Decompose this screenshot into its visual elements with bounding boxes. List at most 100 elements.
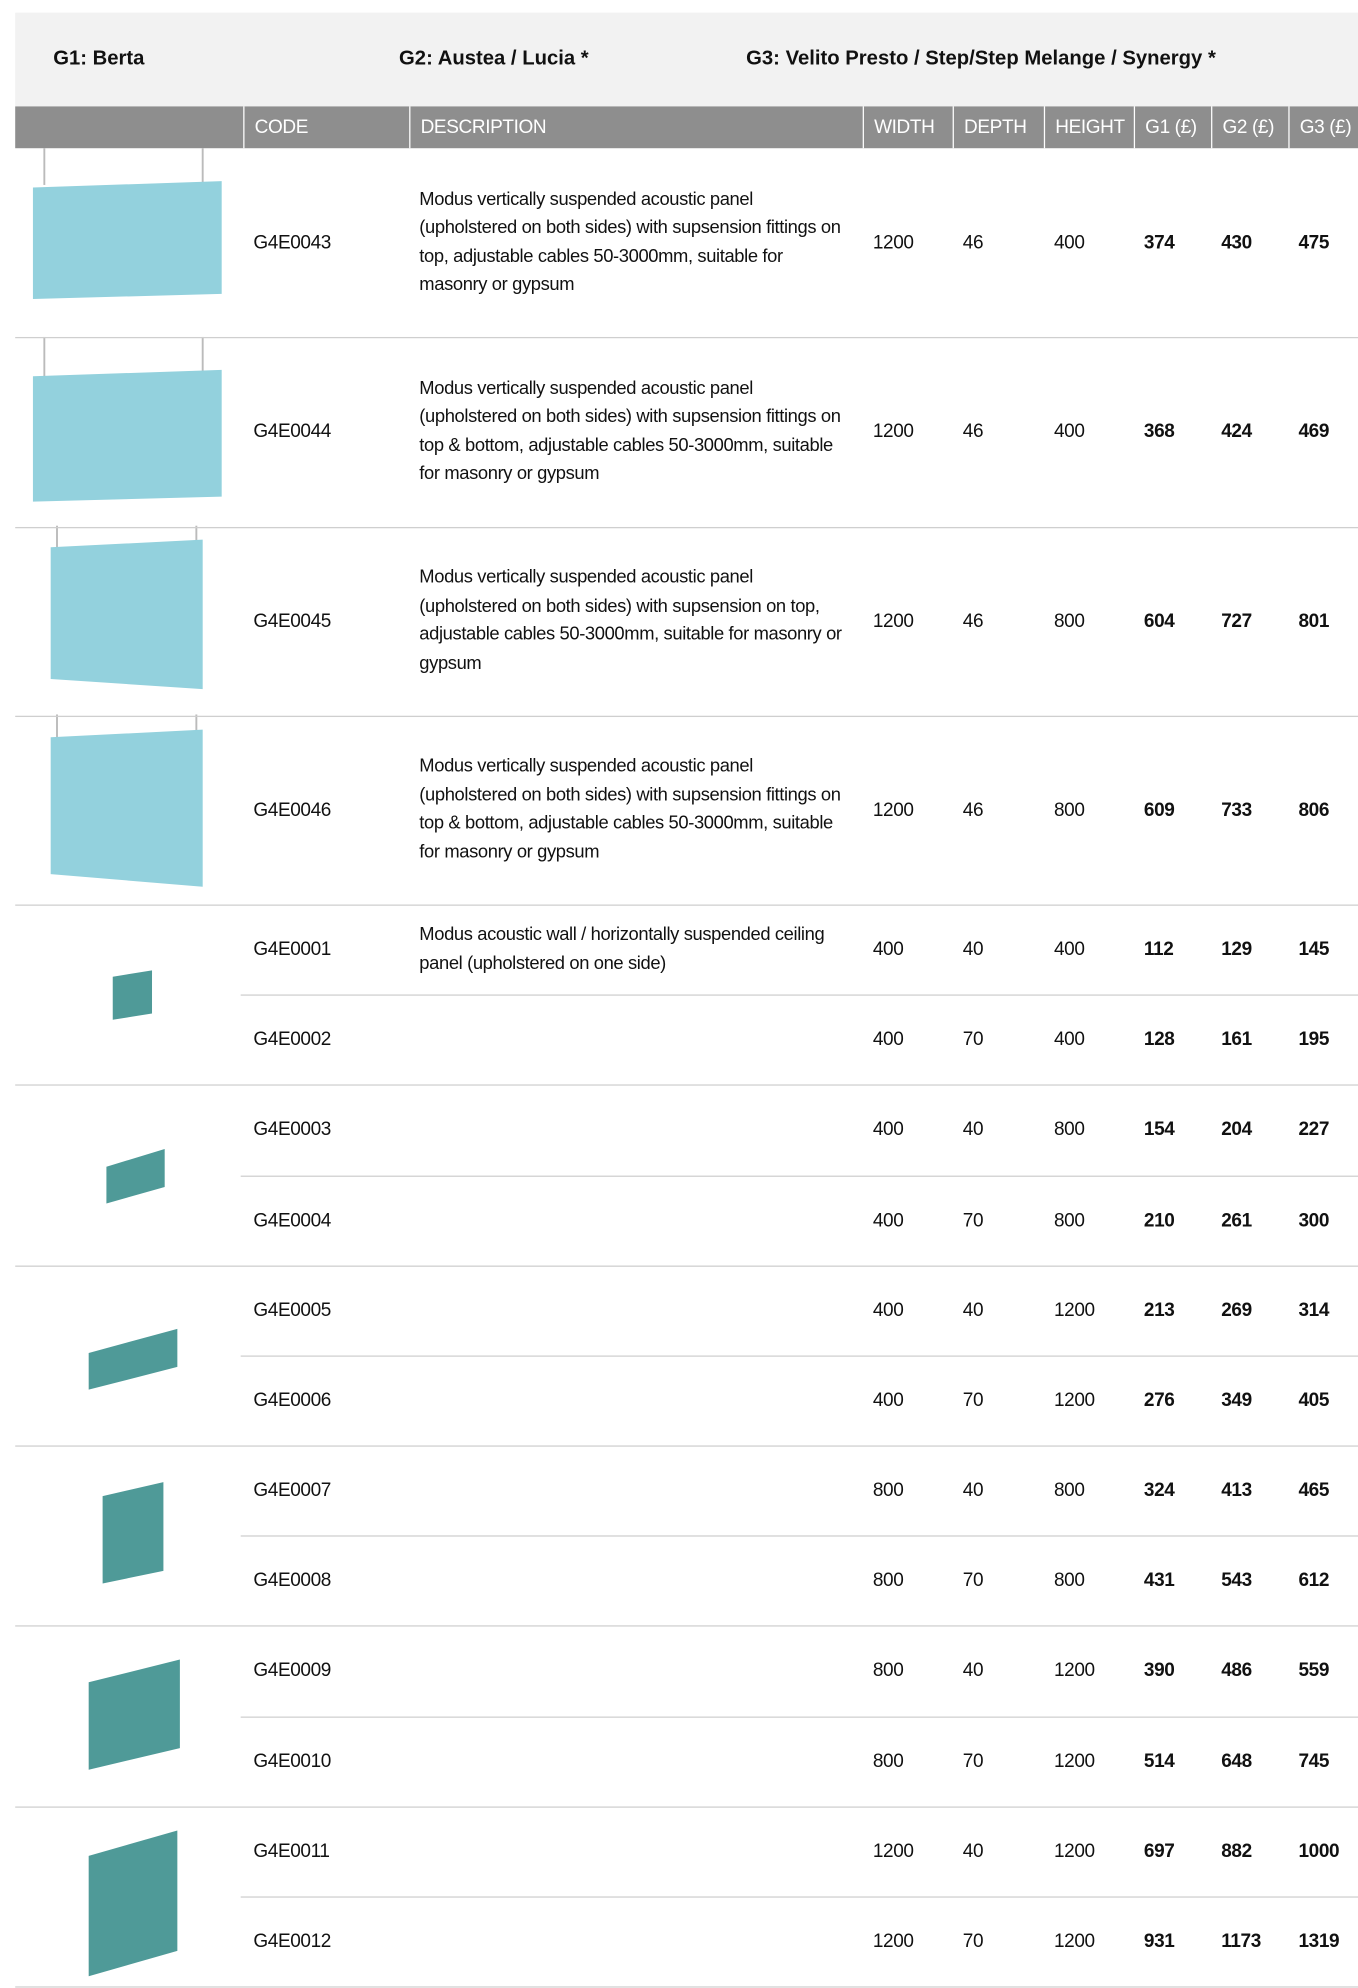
description: Modus vertically suspended acoustic pane…	[419, 189, 841, 296]
row-separator	[15, 904, 1358, 906]
row-separator	[15, 526, 1358, 528]
cell-depth: 70	[962, 1569, 984, 1592]
row-separator	[15, 337, 1358, 339]
cell-g1: 609	[1143, 799, 1175, 821]
row-separator	[240, 994, 1358, 996]
cell-width: 400	[872, 938, 904, 961]
cell-g3: 469	[1298, 421, 1330, 443]
cell-height: 400	[1053, 231, 1085, 254]
cell-g2: 733	[1221, 799, 1252, 821]
row-separator	[15, 1986, 1358, 1988]
cell-height: 1200	[1053, 1299, 1095, 1321]
cell-g1: 128	[1143, 1028, 1175, 1051]
cell-g2: 161	[1221, 1028, 1252, 1051]
group-label: G1: Berta	[53, 48, 145, 70]
cell-width: 1200	[872, 1930, 914, 1953]
cell-width: 800	[872, 1569, 904, 1592]
cell-depth: 46	[962, 231, 984, 254]
cell-width: 400	[872, 1299, 904, 1321]
cell-code: G4E0046	[253, 799, 332, 821]
cell-height: 800	[1053, 610, 1085, 632]
cell-g3: 227	[1298, 1119, 1330, 1141]
cell-g3: 145	[1298, 938, 1330, 961]
cell-depth: 40	[962, 1840, 984, 1862]
cell-g1: 697	[1143, 1840, 1175, 1862]
column-header: G2 (£)	[1211, 106, 1288, 149]
cell-g1: 154	[1143, 1119, 1175, 1141]
row-separator	[15, 1084, 1358, 1087]
cell-depth: 70	[962, 1209, 984, 1231]
cell-height: 1200	[1053, 1389, 1095, 1412]
cell-g2: 261	[1221, 1209, 1252, 1231]
row-separator	[240, 1355, 1358, 1357]
cell-g2: 727	[1221, 610, 1252, 632]
column-header: CODE	[243, 106, 408, 149]
cell-code: G4E0005	[253, 1299, 332, 1321]
cell-code: G4E0007	[253, 1479, 332, 1502]
cell-g1: 324	[1143, 1479, 1175, 1502]
row-separator	[15, 1806, 1358, 1808]
cell-height: 800	[1053, 1479, 1085, 1502]
cell-code: G4E0006	[253, 1389, 332, 1412]
cell-code: G4E0010	[253, 1750, 332, 1772]
cell-width: 400	[872, 1209, 904, 1231]
cell-height: 1200	[1053, 1840, 1095, 1862]
cell-g3: 314	[1298, 1299, 1330, 1321]
cell-g1: 112	[1143, 938, 1174, 961]
column-header: HEIGHT	[1043, 106, 1134, 149]
cell-width: 400	[872, 1119, 904, 1141]
cell-g3: 806	[1298, 799, 1330, 821]
cell-height: 400	[1053, 1028, 1085, 1051]
cell-depth: 40	[962, 1479, 984, 1502]
cell-height: 1200	[1053, 1750, 1095, 1772]
cell-g2: 424	[1221, 421, 1252, 443]
cell-height: 1200	[1053, 1930, 1095, 1953]
cell-width: 1200	[872, 1840, 914, 1862]
cell-code: G4E0012	[253, 1930, 332, 1953]
cell-g3: 1319	[1298, 1930, 1340, 1953]
description: Modus vertically suspended acoustic pane…	[419, 756, 841, 863]
cell-g3: 801	[1298, 610, 1330, 632]
cell-depth: 46	[962, 421, 984, 443]
cell-code: G4E0011	[253, 1840, 330, 1862]
cell-depth: 70	[962, 1028, 984, 1051]
cell-g3: 465	[1298, 1479, 1330, 1502]
cell-g2: 882	[1221, 1840, 1252, 1862]
cell-width: 400	[872, 1389, 904, 1412]
group-label: G3: Velito Presto / Step/Step Melange / …	[746, 48, 1216, 70]
cell-code: G4E0002	[253, 1028, 332, 1051]
row-separator	[240, 1715, 1358, 1718]
cell-g1: 604	[1143, 610, 1175, 632]
cell-width: 800	[872, 1660, 904, 1682]
cell-code: G4E0004	[253, 1209, 332, 1231]
row-separator	[240, 1535, 1358, 1537]
cell-code: G4E0043	[253, 231, 332, 254]
cell-width: 400	[872, 1028, 904, 1051]
column-header: G3 (£)	[1288, 106, 1358, 149]
cell-g1: 368	[1143, 421, 1175, 443]
cell-g2: 543	[1221, 1569, 1252, 1592]
cell-g1: 213	[1143, 1299, 1175, 1321]
cell-code: G4E0003	[253, 1119, 332, 1141]
cell-depth: 40	[962, 1299, 984, 1321]
cell-height: 1200	[1053, 1660, 1095, 1682]
cell-g1: 431	[1143, 1569, 1175, 1592]
cell-depth: 70	[962, 1389, 984, 1412]
cell-g1: 931	[1143, 1930, 1175, 1953]
cell-g2: 349	[1221, 1389, 1252, 1412]
cell-depth: 40	[962, 938, 984, 961]
cell-g2: 204	[1221, 1119, 1252, 1141]
group-band	[15, 12, 1358, 107]
cell-g2: 430	[1221, 231, 1252, 254]
cell-code: G4E0009	[253, 1660, 332, 1682]
cell-depth: 70	[962, 1930, 984, 1953]
cell-height: 400	[1053, 421, 1085, 443]
row-separator	[15, 1265, 1358, 1267]
cell-width: 1200	[872, 799, 914, 821]
cell-g3: 745	[1298, 1750, 1330, 1772]
cell-width: 1200	[872, 231, 914, 254]
cell-width: 1200	[872, 421, 914, 443]
cell-width: 800	[872, 1479, 904, 1502]
